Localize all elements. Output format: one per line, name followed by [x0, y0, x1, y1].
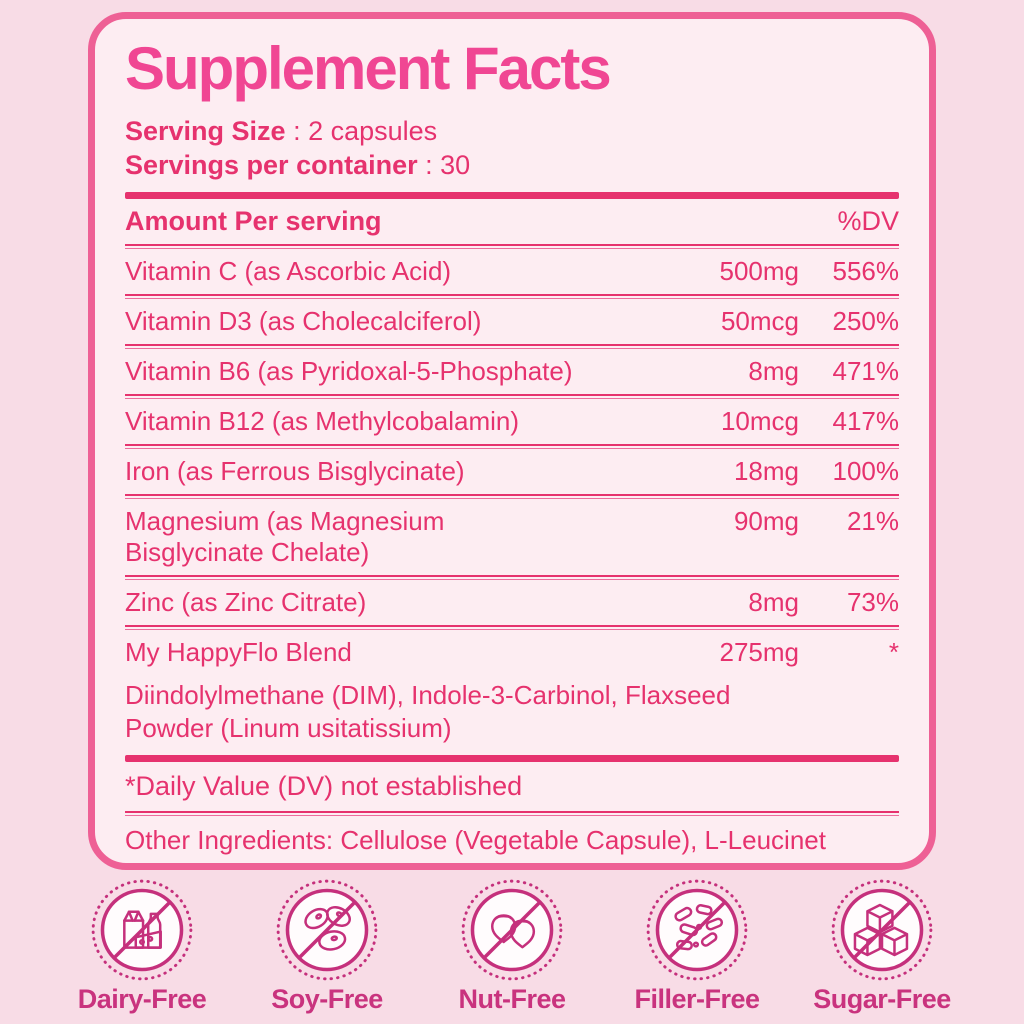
- nutrient-dv: 250%: [832, 306, 900, 336]
- table-row: Vitamin D3 (as Cholecalciferol) 50mcg 25…: [125, 299, 899, 344]
- no-dairy-icon: [91, 879, 193, 981]
- nutrient-name: Vitamin D3 (as Cholecalciferol): [125, 306, 482, 336]
- divider-double: [125, 444, 899, 449]
- percent-dv-header: %DV: [837, 206, 899, 236]
- nutrient-dv: 100%: [832, 456, 900, 486]
- nutrient-amount: 500mg: [719, 256, 800, 286]
- nutrient-amount: 10mcg: [720, 406, 799, 436]
- serving-size-value: : 2 capsules: [293, 116, 438, 146]
- nutrient-amount: 50mcg: [720, 306, 799, 336]
- other-ingredients: Other Ingredients: Cellulose (Vegetable …: [125, 825, 826, 855]
- table-row: Zinc (as Zinc Citrate) 8mg 73%: [125, 580, 899, 625]
- table-row: Iron (as Ferrous Bisglycinate) 18mg 100%: [125, 449, 899, 494]
- no-nut-icon: [461, 879, 563, 981]
- table-row: Vitamin C (as Ascorbic Acid) 500mg 556%: [125, 249, 899, 294]
- badge-label: Soy-Free: [271, 984, 383, 1014]
- page-title: Supplement Facts: [125, 35, 612, 102]
- divider-double: [125, 344, 899, 349]
- divider-double: [125, 625, 899, 630]
- nutrient-amount: 90mg: [733, 506, 799, 536]
- blend-description: Diindolylmethane (DIM), Indole-3-Carbino…: [125, 680, 731, 743]
- nutrient-name: Magnesium (as Magnesium Bisglycinate Che…: [125, 506, 445, 567]
- daily-value-footnote: *Daily Value (DV) not established: [125, 771, 523, 801]
- servings-per-container-line: Servings per container : 30: [125, 148, 899, 182]
- amount-per-serving-header: Amount Per serving: [125, 206, 382, 236]
- table-row: Vitamin B6 (as Pyridoxal-5-Phosphate) 8m…: [125, 349, 899, 394]
- table-row: Vitamin B12 (as Methylcobalamin) 10mcg 4…: [125, 399, 899, 444]
- blend-name: My HappyFlo Blend: [125, 637, 352, 667]
- divider-double: [125, 244, 899, 249]
- badge-label: Nut-Free: [458, 984, 566, 1014]
- nutrient-amount: 8mg: [748, 356, 799, 386]
- nutrient-dv: 21%: [846, 506, 899, 536]
- divider-double: [125, 811, 899, 816]
- servings-per-container-label: Servings per container: [125, 150, 418, 180]
- divider-double: [125, 575, 899, 580]
- table-header-row: Amount Per serving %DV: [125, 199, 899, 244]
- badge-label: Filler-Free: [634, 984, 760, 1014]
- serving-size-line: Serving Size : 2 capsules: [125, 114, 899, 148]
- no-sugar-icon: [831, 879, 933, 981]
- divider-double: [125, 294, 899, 299]
- nutrient-dv: 73%: [846, 587, 899, 617]
- badge-label: Dairy-Free: [77, 984, 207, 1014]
- divider-thick-top: [125, 192, 899, 199]
- badge-filler-free: Filler-Free: [607, 878, 787, 1015]
- supplement-facts-panel: Supplement Facts Serving Size : 2 capsul…: [88, 12, 936, 870]
- table-row-blend: My HappyFlo Blend 275mg *: [125, 630, 899, 675]
- nutrient-name: Iron (as Ferrous Bisglycinate): [125, 456, 465, 486]
- badge-nut-free: Nut-Free: [422, 878, 602, 1015]
- nutrient-amount: 8mg: [748, 587, 799, 617]
- divider-thick-bottom: [125, 755, 899, 762]
- servings-per-container-value: : 30: [425, 150, 471, 180]
- nutrient-name: Zinc (as Zinc Citrate): [125, 587, 367, 617]
- divider-double: [125, 494, 899, 499]
- nutrient-dv: 471%: [832, 356, 900, 386]
- no-filler-icon: [646, 879, 748, 981]
- free-from-badges: Dairy-Free Soy-Free Nut-Free: [52, 878, 972, 1015]
- serving-size-label: Serving Size: [125, 116, 286, 146]
- nutrient-amount: 18mg: [733, 456, 799, 486]
- nutrient-name: Vitamin C (as Ascorbic Acid): [125, 256, 452, 286]
- badge-soy-free: Soy-Free: [237, 878, 417, 1015]
- nutrient-name: Vitamin B12 (as Methylcobalamin): [125, 406, 520, 436]
- badge-dairy-free: Dairy-Free: [52, 878, 232, 1015]
- badge-sugar-free: Sugar-Free: [792, 878, 972, 1015]
- divider-double: [125, 394, 899, 399]
- nutrient-dv: 556%: [832, 256, 900, 286]
- table-row: Magnesium (as Magnesium Bisglycinate Che…: [125, 499, 899, 575]
- blend-dv: *: [888, 637, 899, 667]
- badge-label: Sugar-Free: [813, 984, 951, 1014]
- nutrient-dv: 417%: [832, 406, 900, 436]
- nutrient-name: Vitamin B6 (as Pyridoxal-5-Phosphate): [125, 356, 573, 386]
- no-soy-icon: [276, 879, 378, 981]
- blend-amount: 275mg: [719, 637, 800, 667]
